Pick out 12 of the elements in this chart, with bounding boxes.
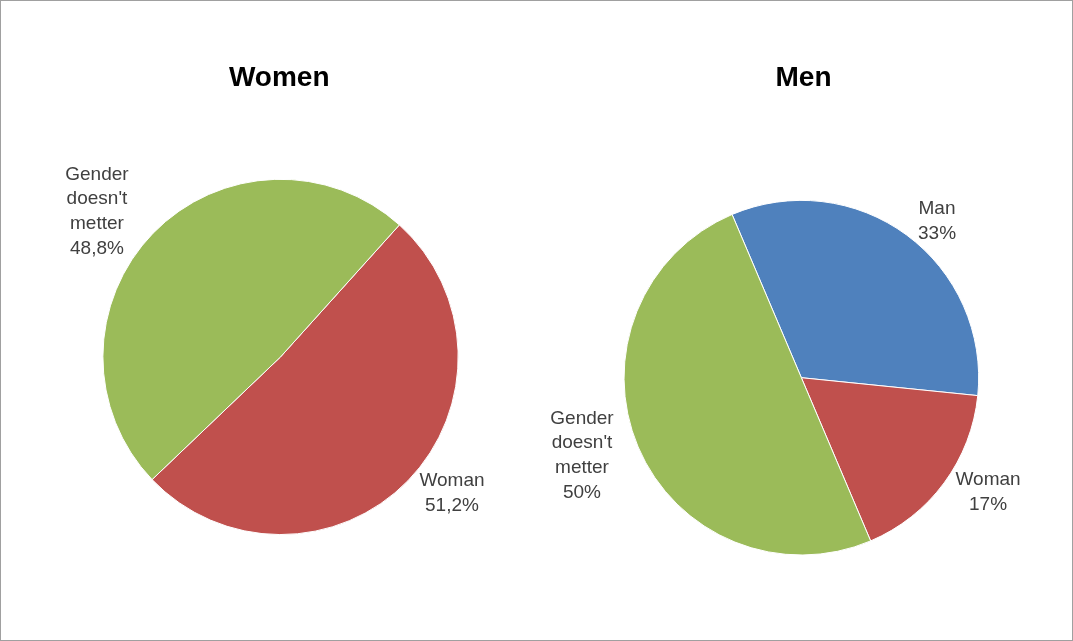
slice-label: Woman: [955, 468, 1021, 490]
slice-label: Gender doesn't metter: [550, 406, 615, 478]
data-label: 17%: [969, 492, 1008, 514]
data-label: 33%: [918, 222, 957, 244]
slice-label: Gender doesn't metter: [65, 162, 130, 233]
data-label: 48,8%: [70, 236, 125, 258]
chart-title: Men: [775, 60, 832, 92]
slice-label: Woman: [419, 468, 485, 490]
chart-title: Women: [228, 60, 330, 92]
slice-label: Man: [918, 197, 956, 219]
data-label: 51,2%: [425, 493, 480, 515]
data-label: 50%: [562, 480, 602, 502]
